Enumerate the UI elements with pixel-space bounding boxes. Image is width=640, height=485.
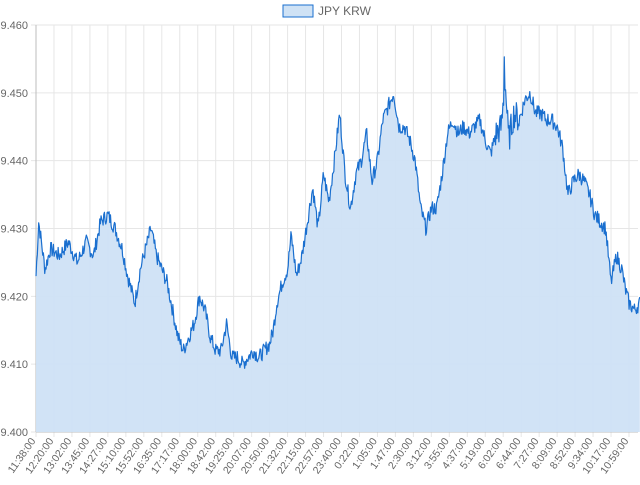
x-axis: 11:38:0012:20:0013:02:0013:45:0014:27:00… xyxy=(6,436,632,476)
legend-label: JPY KRW xyxy=(318,4,372,18)
legend[interactable]: JPY KRW xyxy=(282,4,372,18)
y-tick-label: 9.410 xyxy=(0,359,28,371)
series-area xyxy=(36,56,640,432)
y-tick-label: 9.440 xyxy=(0,156,28,168)
legend-swatch xyxy=(282,4,314,18)
y-tick-label: 9.450 xyxy=(0,88,28,100)
plot-area xyxy=(35,56,640,432)
y-tick-label: 9.430 xyxy=(0,224,28,236)
y-tick-label: 9.420 xyxy=(0,291,28,303)
y-axis: 9.460 9.450 9.440 9.430 9.420 9.410 9.400 xyxy=(0,20,28,439)
series-line xyxy=(35,56,640,369)
y-tick-label: 9.460 xyxy=(0,20,28,32)
y-tick-label: 9.400 xyxy=(0,427,28,439)
